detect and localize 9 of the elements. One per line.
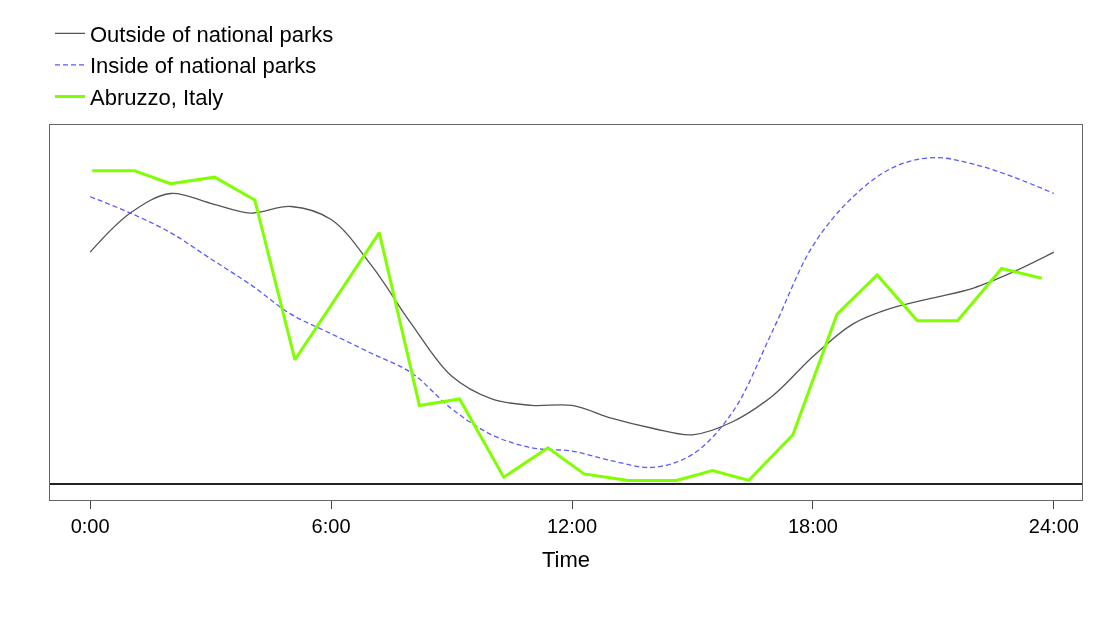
x-tick-label: 18:00: [787, 515, 838, 537]
legend-label: Inside of national parks: [90, 53, 317, 79]
x-tick-label: 6:00: [311, 515, 351, 537]
x-axis-title: Time: [541, 546, 591, 572]
x-tick-label: 0:00: [70, 515, 110, 537]
x-tick-label: 24:00: [1028, 515, 1079, 537]
x-tick-label: 12:00: [546, 515, 598, 537]
legend-label: Abruzzo, Italy: [90, 85, 224, 111]
legend-label: Outside of national parks: [90, 21, 334, 47]
